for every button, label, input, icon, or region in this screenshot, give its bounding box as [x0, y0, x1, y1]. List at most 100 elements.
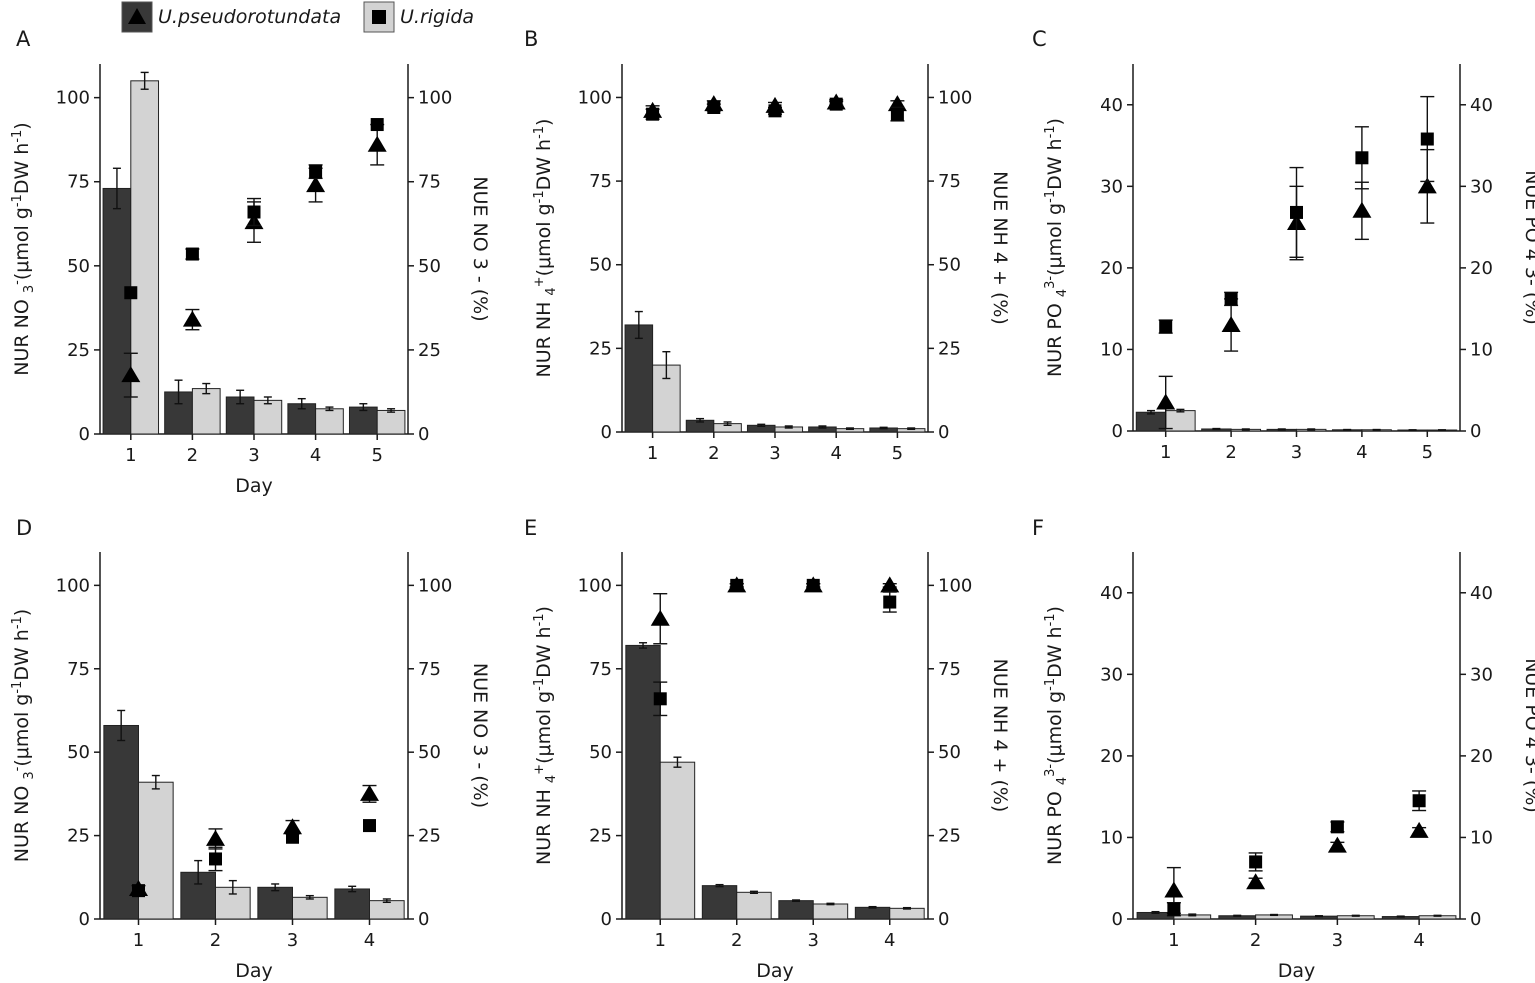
y-axis-title-part: (	[533, 756, 555, 763]
y-axis-title-part: (	[11, 273, 33, 280]
point-u-pseudorotundata	[121, 366, 141, 383]
point-u-rigida	[1159, 320, 1173, 334]
y-tick-label-left: 30	[1100, 176, 1123, 197]
y-tick-label-right: 75	[418, 172, 441, 193]
point-u-rigida	[768, 104, 782, 118]
point-u-rigida	[209, 852, 222, 866]
point-u-pseudorotundata	[206, 829, 225, 846]
y-axis-title-part: 4	[1055, 777, 1070, 785]
y-tick-label-right: 100	[418, 575, 452, 596]
point-u-pseudorotundata	[360, 784, 379, 801]
point-u-pseudorotundata	[306, 176, 326, 193]
x-tick-label: 3	[769, 443, 780, 464]
point-u-rigida	[185, 247, 199, 261]
x-tick-label: 3	[808, 930, 819, 951]
y-axis-title-part: -1	[532, 126, 547, 139]
legend-label: U.rigida	[400, 6, 474, 28]
y-axis-title-part: mol g	[11, 694, 33, 748]
point-u-pseudorotundata	[650, 609, 670, 626]
panel-letter: D	[16, 516, 32, 540]
x-axis-title: Day	[235, 475, 273, 497]
y-axis-title-part: NUR NH	[533, 783, 555, 865]
x-tick-label: 4	[310, 445, 321, 466]
y-axis-title-part: DW h	[1044, 138, 1066, 190]
point-u-rigida	[646, 107, 660, 121]
y-axis-title-part: DW h	[1044, 626, 1066, 678]
point-u-pseudorotundata	[1352, 201, 1372, 218]
y-axis-title-part: μ	[1044, 256, 1066, 268]
y-tick-label-left: 40	[1100, 583, 1123, 604]
y-axis-title-part: -1	[1043, 678, 1058, 691]
y-tick-label-left: 100	[56, 88, 90, 109]
y-tick-label-right: 100	[938, 87, 972, 108]
y-tick-label-right: 100	[418, 88, 452, 109]
bar-u-rigida	[812, 903, 849, 920]
bar-u-rigida	[376, 409, 406, 435]
y-axis-title-part: mol g	[533, 203, 555, 257]
point-u-rigida	[1167, 902, 1181, 916]
y-axis-title-part: )	[1044, 118, 1066, 125]
y-tick-label-right: 75	[938, 171, 961, 192]
y-axis-title-part: NUR NO	[11, 780, 33, 863]
point-u-rigida	[309, 165, 323, 179]
x-axis-title: Day	[756, 960, 794, 982]
y-axis-title-left: NUR NH 4+(μmol g-1DW h-1)	[532, 119, 559, 378]
y-axis-title-part: )	[533, 606, 555, 613]
point-u-rigida	[370, 118, 384, 132]
bar-u-rigida	[191, 388, 221, 435]
y-axis-title-part: -	[10, 766, 25, 771]
legend-triangle-icon	[128, 8, 146, 24]
y-tick-label-right: 75	[938, 659, 961, 680]
legend-label: U.pseudorotundata	[158, 6, 341, 28]
point-u-rigida	[1355, 151, 1369, 165]
y-tick-label-left: 0	[79, 424, 90, 445]
y-axis-title-right: NUE NO 3 - (%)	[469, 663, 491, 808]
point-u-pseudorotundata	[1417, 177, 1437, 194]
x-tick-label: 1	[125, 445, 136, 466]
y-tick-label-right: 20	[1470, 258, 1493, 279]
bar-u-pseudorotundata	[625, 644, 661, 920]
x-tick-label: 1	[133, 930, 144, 951]
y-axis-title-part: +	[532, 764, 547, 775]
x-axis-title: Day	[235, 960, 273, 982]
y-tick-label-left: 0	[79, 909, 90, 930]
y-axis-title-part: -1	[1043, 190, 1058, 203]
y-tick-label-left: 75	[67, 172, 90, 193]
point-u-pseudorotundata	[1409, 821, 1429, 838]
y-tick-label-right: 10	[1470, 827, 1493, 848]
x-tick-label: 4	[884, 930, 895, 951]
y-tick-label-right: 30	[1470, 664, 1493, 685]
x-tick-label: 3	[248, 445, 259, 466]
legend-item-u-rigida: U.rigida	[363, 1, 474, 33]
y-tick-label-left: 25	[589, 826, 612, 847]
legend-item-u-pseudorotundata: U.pseudorotundata	[121, 1, 341, 33]
y-axis-title-right: NUE NH 4 + (%)	[989, 171, 1011, 325]
y-axis-title-part: -1	[10, 194, 25, 207]
point-u-rigida	[1412, 794, 1426, 808]
x-tick-label: 5	[1422, 442, 1433, 463]
y-tick-label-right: 40	[1470, 583, 1493, 604]
y-tick-label-left: 30	[1100, 664, 1123, 685]
y-tick-label-left: 100	[56, 575, 90, 596]
y-tick-label-left: 50	[589, 255, 612, 276]
x-tick-label: 3	[287, 930, 298, 951]
y-tick-label-left: 50	[67, 256, 90, 277]
point-u-rigida	[1330, 820, 1344, 834]
y-tick-label-left: 20	[1100, 258, 1123, 279]
y-axis-title-part: -1	[532, 678, 547, 691]
y-axis-title-part: )	[533, 119, 555, 126]
point-u-pseudorotundata	[283, 818, 302, 835]
y-tick-label-left: 50	[589, 742, 612, 763]
y-tick-label-left: 0	[1112, 421, 1123, 442]
y-tick-label-right: 0	[418, 424, 429, 445]
y-tick-label-left: 75	[589, 171, 612, 192]
y-axis-title-part: μ	[1044, 744, 1066, 756]
y-tick-label-right: 50	[938, 255, 961, 276]
bar-u-pseudorotundata	[180, 871, 217, 920]
y-axis-title-part: +	[532, 276, 547, 287]
x-tick-label: 2	[1225, 442, 1236, 463]
